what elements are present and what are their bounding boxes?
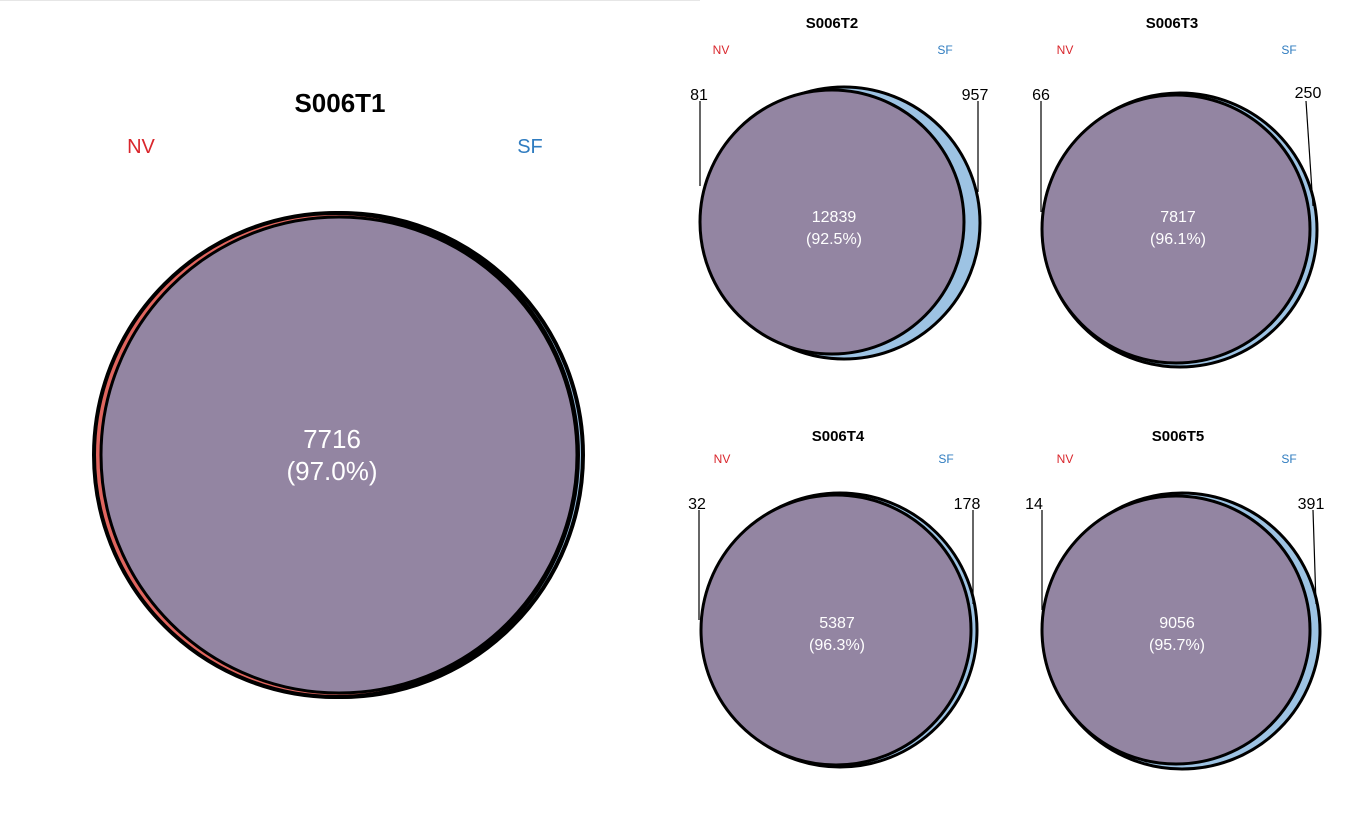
intersection-count: 9056 <box>1159 615 1195 632</box>
sf-set-label: SF <box>938 452 953 466</box>
sf-set-label: SF <box>517 136 543 158</box>
overlap-region <box>699 493 973 767</box>
intersection-percent: (92.5%) <box>806 231 862 248</box>
panel-title: S006T4 <box>812 428 865 445</box>
sf-set-label: SF <box>1281 452 1296 466</box>
intersection-count: 7817 <box>1160 209 1196 226</box>
nv-only-count: 66 <box>1032 87 1050 104</box>
intersection-count: 12839 <box>812 209 857 226</box>
nv-only-count: 81 <box>690 87 708 104</box>
overlap-region <box>99 215 579 695</box>
nv-only-count: 14 <box>1025 496 1043 513</box>
intersection-percent: (95.7%) <box>1149 637 1205 654</box>
nv-set-label: NV <box>1057 43 1074 57</box>
sf-only-count: 178 <box>954 496 981 513</box>
overlap-region <box>1040 93 1312 365</box>
venn-panel-s006t5: S006T5 NV SF 14 391 9056 (95.7%) <box>1025 428 1325 771</box>
sf-set-label: SF <box>1281 43 1296 57</box>
sf-only-leader-line <box>1312 509 1317 605</box>
nv-set-label: NV <box>713 43 730 57</box>
panel-title: S006T2 <box>806 15 859 32</box>
intersection-percent: (96.1%) <box>1150 231 1206 248</box>
nv-set-label: NV <box>1057 452 1074 466</box>
nv-set-label: NV <box>714 452 731 466</box>
panel-title: S006T1 <box>294 88 385 118</box>
nv-set-label: NV <box>127 136 155 158</box>
overlap-region <box>1040 494 1312 766</box>
venn-panel-s006t3: S006T3 NV SF 66 250 7817 (96.1%) <box>1032 15 1322 369</box>
intersection-count: 7716 <box>303 424 361 454</box>
venn-panel-s006t2: S006T2 NV SF 81 957 12839 (92.5%) <box>690 15 989 361</box>
sf-set-label: SF <box>937 43 952 57</box>
panel-divider-top <box>0 0 700 1</box>
venn-panel-s006t1: S006T1 NV SF 7716 (97.0%) <box>92 88 585 699</box>
nv-only-count: 32 <box>688 496 706 513</box>
venn-panel-s006t4: S006T4 NV SF 32 178 5387 (96.3%) <box>688 428 981 769</box>
intersection-count: 5387 <box>819 615 855 632</box>
sf-only-count: 391 <box>1298 496 1325 513</box>
panel-title: S006T5 <box>1152 428 1205 445</box>
intersection-percent: (96.3%) <box>809 637 865 654</box>
intersection-percent: (97.0%) <box>286 456 377 486</box>
sf-only-count: 250 <box>1295 85 1322 102</box>
overlap-region <box>698 88 966 356</box>
panel-title: S006T3 <box>1146 15 1199 32</box>
sf-only-count: 957 <box>962 87 989 104</box>
sf-only-leader-line <box>1305 100 1314 207</box>
